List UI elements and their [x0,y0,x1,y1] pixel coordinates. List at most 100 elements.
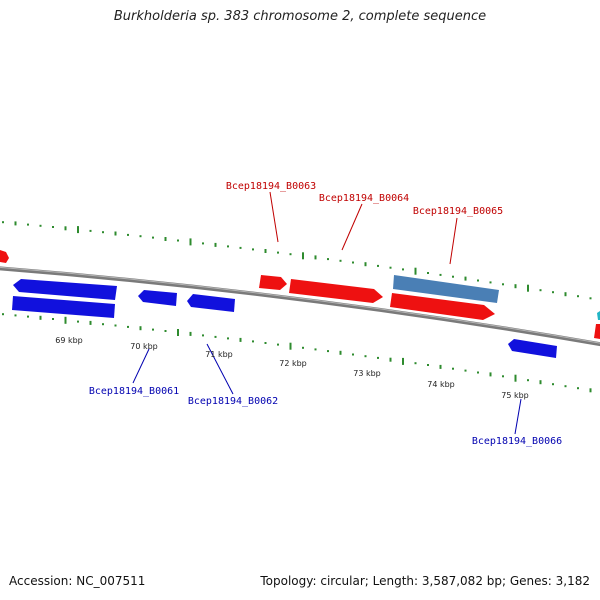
gc-tick [114,324,117,327]
gene-b0063[interactable] [259,275,287,290]
chromosome-backbone [0,266,600,347]
gc-tick [27,315,29,318]
gc-tick [89,320,92,325]
gc-tick [27,223,29,226]
gc-tick [164,237,167,241]
gc-tick [352,261,354,264]
gene-label-b0063[interactable]: Bcep18194_B0063 [226,181,316,192]
gc-tick [464,276,467,281]
gc-tick [527,379,529,382]
gc-tick [177,239,179,242]
gene-label-b0065[interactable]: Bcep18194_B0065 [413,206,503,217]
gc-tick [64,316,67,324]
gc-tick [202,242,204,245]
gc-tick [439,364,442,369]
gene-label-b0066[interactable]: Bcep18194_B0066 [472,436,562,447]
gc-tick [552,383,554,386]
gc-tick [539,289,542,292]
gene-label-b0064[interactable]: Bcep18194_B0064 [319,193,409,204]
gc-tick [14,314,17,317]
gc-tick [527,284,529,292]
gc-tick [502,283,504,286]
gc-tick [364,355,367,358]
gc-tick [264,249,267,253]
gc-tick [514,284,517,289]
gc-tick [39,315,42,320]
gc-tick [2,313,4,316]
gc-tick [302,252,304,260]
rna-gene[interactable] [393,275,499,303]
leader-line-b0065 [449,217,458,265]
gene-label-b0061[interactable]: Bcep18194_B0061 [89,386,179,397]
gc-tick [52,226,54,228]
gene-b0064[interactable] [289,279,383,303]
gc-tick [577,387,579,390]
gc-tick [389,357,392,362]
gc-tick [564,385,567,388]
scale-label-73kbp: 73 kbp [353,369,381,378]
gc-tick [339,350,342,355]
gc-tick [314,255,317,260]
accession-text: Accession: NC_007511 [9,574,146,588]
gc-tick [102,231,104,234]
gc-tick [102,323,104,326]
scale-label-74kbp: 74 kbp [427,380,455,389]
gc-tick [577,295,579,298]
gene-b0065[interactable] [390,293,495,320]
gc-tick [514,374,517,382]
leader-line-b0063 [269,191,279,243]
gene-b0060-partial[interactable] [0,250,9,263]
gene-b0060[interactable] [12,296,115,318]
gc-tick [352,353,354,356]
gc-tick [402,357,404,365]
gc-tick [189,238,192,246]
gc-tick [364,262,367,267]
gene-b0066[interactable] [508,339,557,358]
gc-tick [314,348,317,351]
gc-tick [177,329,179,336]
gc-tick [377,264,379,267]
gc-tick [477,279,479,282]
gc-tick [127,233,129,236]
gc-tick [239,246,242,249]
gc-tick [539,380,542,385]
gc-tick [402,268,404,271]
gc-tick [389,266,392,269]
gc-tick [427,272,429,274]
gc-tick [427,364,429,366]
gc-tick [414,362,417,365]
gc-tick [452,367,454,370]
gene-b0062[interactable] [187,294,235,312]
gc-tick [14,221,17,226]
gc-tick [152,236,154,239]
gc-tick [89,229,92,232]
scale-label-70kbp: 70 kbp [130,342,158,351]
gene-label-b0062[interactable]: Bcep18194_B0062 [188,396,278,407]
gc-tick [339,259,342,262]
gene-b0059[interactable] [13,279,117,300]
gene-cyan-partial-right [597,311,600,320]
gc-tick [277,343,279,346]
gc-tick [502,375,504,378]
page-title: Burkholderia sp. 383 chromosome 2, compl… [113,9,487,24]
gc-tick [189,331,192,336]
gene-b0061[interactable] [138,290,177,306]
gc-tick [214,242,217,247]
gc-tick [452,275,454,278]
gc-tick [289,253,292,256]
gc-tick [227,337,229,340]
gc-tick [239,337,242,342]
gc-tick [414,267,417,275]
scale-label-75kbp: 75 kbp [501,391,529,400]
gc-tick [377,356,379,359]
gc-tick [214,335,217,338]
gene-forward-partial-right[interactable] [594,324,600,339]
gc-tick [127,325,129,328]
gc-tick [564,292,567,297]
gc-tick [289,342,292,350]
gc-tick [552,291,554,294]
gc-tick [227,245,229,248]
gc-tick [589,297,592,300]
gc-tick [252,340,254,343]
scale-label-72kbp: 72 kbp [279,359,307,368]
